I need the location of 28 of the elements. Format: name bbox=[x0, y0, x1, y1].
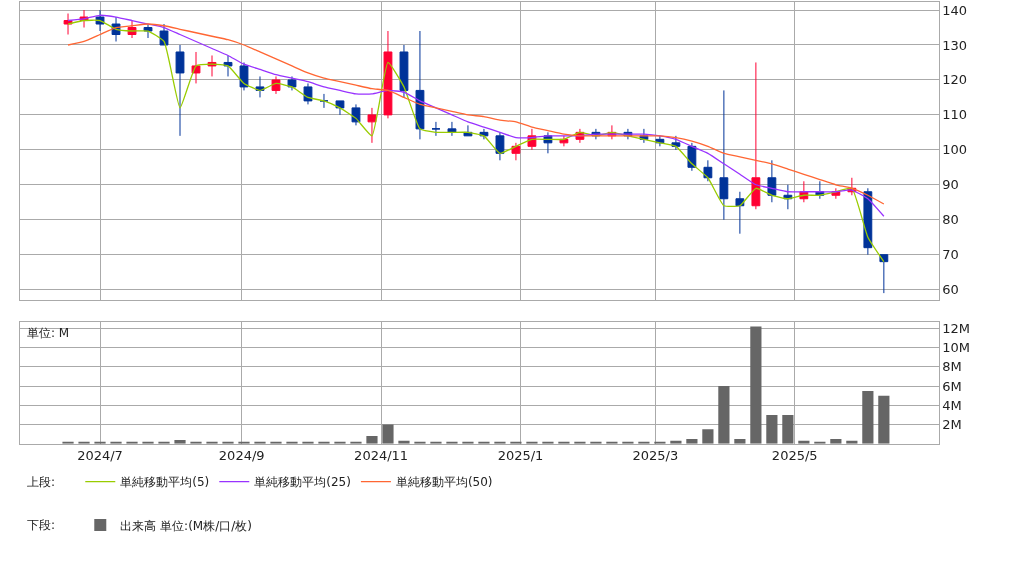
y-tick-label: 8M bbox=[942, 359, 962, 375]
text: 上段: bbox=[27, 475, 56, 489]
y-tick-label: 100 bbox=[942, 142, 968, 158]
x-tick-label: 2025/1 bbox=[497, 448, 544, 464]
y-tick-label: 60 bbox=[942, 282, 959, 298]
y-tick-label: 120 bbox=[942, 72, 968, 88]
legend-label: 出来高 単位:(M株/口/枚) bbox=[120, 518, 252, 533]
y-tick-label: 70 bbox=[942, 247, 959, 263]
y-tick-label: 2M bbox=[942, 417, 962, 433]
y-tick-label: 12M bbox=[942, 321, 971, 337]
legend-label: 単純移動平均(5) bbox=[120, 475, 210, 490]
x-tick-label: 2025/3 bbox=[632, 448, 679, 464]
x-tick-label: 2024/9 bbox=[218, 448, 265, 464]
y-tick-label: 6M bbox=[942, 378, 962, 394]
x-tick-label: 2025/5 bbox=[771, 448, 818, 464]
y-tick-label: 4M bbox=[942, 397, 962, 413]
legend-label: 単純移動平均(25) bbox=[254, 475, 351, 490]
x-tick-label: 2024/11 bbox=[354, 448, 409, 464]
y-tick-label: 90 bbox=[942, 177, 959, 193]
y-tick-label: 110 bbox=[942, 107, 968, 123]
y-tick-label: 130 bbox=[942, 37, 968, 53]
x-tick-label: 2024/7 bbox=[77, 448, 123, 464]
y-tick-label: 80 bbox=[942, 212, 959, 228]
legend-label: 単純移動平均(50) bbox=[395, 475, 493, 490]
text: 下段: bbox=[27, 518, 56, 532]
y-tick-label: 140 bbox=[942, 2, 968, 18]
y-tick-label: 10M bbox=[942, 340, 971, 356]
annotation: 単位: M bbox=[27, 326, 70, 340]
